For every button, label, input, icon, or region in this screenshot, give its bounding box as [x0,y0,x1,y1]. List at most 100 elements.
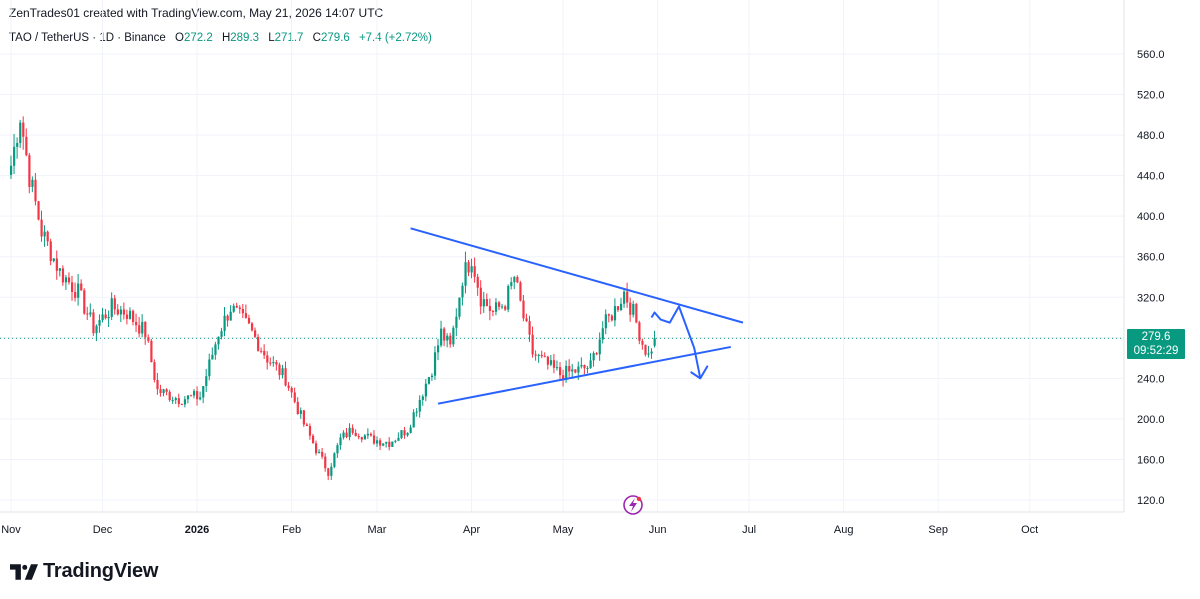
candle-body [226,315,229,321]
candle-body [324,456,327,469]
candle-body [235,305,238,308]
open-label: O [175,32,184,44]
last-price-label: 279.6 09:52:29 [1127,329,1185,359]
time-axis[interactable]: Nov Dec 2026 Feb Mar Apr May Jun Jul Aug Sep Oct [1,524,1038,536]
candle-body [214,344,217,355]
candle-body [473,266,476,277]
tradingview-logo-text: TradingView [43,560,159,582]
candle-body [287,385,290,388]
candle-body [351,427,354,433]
candle-body [494,302,498,312]
candle-body [281,368,284,376]
upper-trendline [410,227,744,324]
price-tick-label: 480.0 [1137,130,1165,142]
time-tick-label: 2026 [185,524,209,536]
high-label: H [221,32,231,44]
candle-body [491,310,495,312]
high-value: 289.3 [230,32,260,44]
candle-body [305,424,309,427]
candle-body [315,443,318,454]
candle-body [229,311,232,321]
price-tick-label: 560.0 [1137,49,1165,61]
candle-body [327,468,330,476]
candle-body [400,430,403,438]
price-tick-label: 520.0 [1137,90,1165,102]
candle-body [607,314,610,316]
candle-body [107,316,110,319]
candle-body [254,330,257,337]
candle-body [339,437,342,446]
candle-body [452,327,455,345]
candle-body [397,437,400,441]
candle-body [437,345,440,353]
candle-body [278,364,281,376]
tradingview-logo-icon [10,563,38,580]
time-tick-label: Mar [368,524,387,536]
price-tick-label: 240.0 [1137,373,1165,385]
time-tick-label: Jul [742,524,756,536]
candle-body [302,410,305,425]
candle-body [156,379,159,390]
candle-body [345,432,348,438]
candle-body [388,441,391,447]
events-icon[interactable] [623,495,643,515]
candle-body [568,365,571,372]
candle-body [150,340,153,363]
price-tick-label: 320.0 [1137,292,1165,304]
candle-body [299,410,302,415]
candle-body [342,432,345,438]
candle-body [470,266,473,273]
tradingview-logo[interactable]: TradingView [10,560,158,583]
candle-body [61,268,65,283]
candle-body [217,336,220,345]
candle-body [415,411,418,413]
candle-body [540,354,543,357]
price-tick-label: 440.0 [1137,171,1165,183]
candle-body [10,165,13,175]
candle-body [83,290,86,314]
candle-body [260,350,263,352]
price-axis[interactable]: 560.0520.0480.0440.0400.0360.0320.0280.0… [1137,49,1165,507]
candle-body [189,395,193,397]
candle-body [446,335,449,341]
candle-body [232,305,235,312]
candle-body [354,432,357,437]
candle-body [385,441,388,444]
candle-body [430,375,434,378]
candle-body [284,368,287,386]
candle-body [440,328,443,346]
candle-body [638,322,641,341]
candle-body [616,306,620,311]
candle-body [55,258,58,271]
candle-body [479,287,482,307]
candle-body [333,453,336,467]
trendline-drawings[interactable] [410,227,744,405]
candle-body [269,362,272,364]
candle-body [549,360,553,365]
symbol-name[interactable]: TAO / TetherUS · 1D · Binance [9,32,166,44]
candle-body [247,317,251,324]
candle-body [531,334,534,355]
candle-body [238,307,241,309]
candle-body [168,391,171,401]
candle-body [165,389,168,392]
candle-body [104,314,107,319]
candle-body [488,306,492,311]
candle-body [433,352,437,376]
candle-body [138,325,141,334]
price-tick-label: 360.0 [1137,252,1165,264]
candle-body [418,399,421,412]
candle-body [546,356,549,365]
candle-body [501,306,504,308]
candle-body [592,353,595,361]
candle-body [330,466,333,476]
candle-body [641,340,644,345]
candle-body [266,355,269,363]
candle-body [623,291,626,304]
candle-body [293,392,296,402]
candle-body [610,315,614,321]
candle-body [223,315,226,332]
candle-body [519,282,522,301]
candle-body [525,318,528,322]
